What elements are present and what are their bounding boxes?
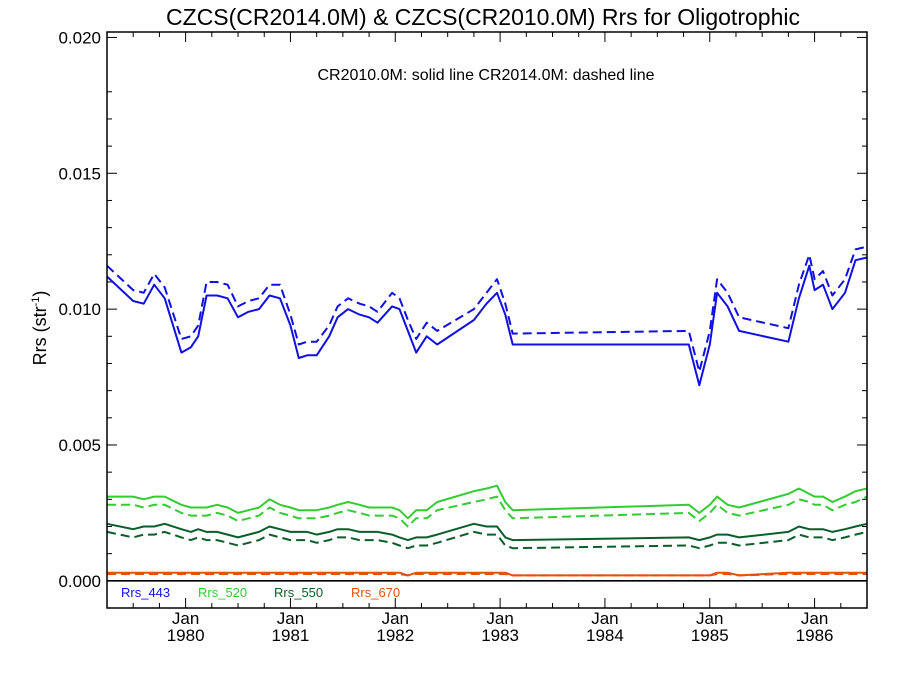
x-tick-label-year: 1986 (796, 626, 834, 645)
series-line-rrs-443-dashed (106, 245, 868, 373)
y-axis-label-sup: -1 (30, 297, 42, 307)
legend-entry-rrs-670: Rrs_670 (351, 585, 400, 600)
x-tick-label-year: 1982 (376, 626, 414, 645)
chart-title: CZCS(CR2014.0M) & CZCS(CR2010.0M) Rrs fo… (166, 4, 800, 30)
y-tick-label: 0.015 (58, 164, 101, 183)
y-axis-label-close: ) (30, 291, 50, 297)
series-line-rrs-550-dashed (106, 530, 868, 550)
y-tick-label: 0.010 (58, 300, 101, 319)
y-tick-label: 0.005 (58, 436, 101, 455)
x-tick-label-year: 1980 (167, 626, 205, 645)
x-tick-label-month: Jan (801, 609, 828, 628)
y-tick-label: 0.020 (58, 28, 101, 47)
x-tick-label-year: 1984 (586, 626, 624, 645)
axis-ticks: 0.0000.0050.0100.0150.020Jan1980Jan1981J… (58, 28, 867, 645)
line-style-note: CR2010.0M: solid line CR2014.0M: dashed … (317, 67, 654, 84)
data-lines (106, 245, 868, 577)
x-tick-label-month: Jan (382, 609, 409, 628)
series-line-rrs-670-solid (107, 571, 867, 577)
y-axis-label: Rrs (str-1) (30, 291, 50, 366)
x-tick-label-month: Jan (172, 609, 199, 628)
legend-entry-rrs-443: Rrs_443 (121, 585, 170, 600)
plot-frame (106, 31, 868, 609)
y-tick-label: 0.000 (58, 572, 101, 591)
series-line-rrs-550-solid (106, 522, 868, 542)
series-line-rrs-520-dashed (107, 495, 868, 528)
legend-entry-rrs-520: Rrs_520 (198, 585, 247, 600)
x-tick-label-year: 1985 (691, 626, 729, 645)
legend: Rrs_443 Rrs_520 Rrs_550 Rrs_670 (121, 585, 400, 600)
series-line-rrs-520-solid (107, 484, 868, 520)
x-tick-label-month: Jan (696, 609, 723, 628)
series-line-rrs-443-solid (106, 256, 868, 387)
x-tick-label-month: Jan (591, 609, 618, 628)
legend-entry-rrs-550: Rrs_550 (274, 585, 323, 600)
x-tick-label-month: Jan (277, 609, 304, 628)
x-tick-label-year: 1981 (272, 626, 310, 645)
x-tick-label-year: 1983 (481, 626, 519, 645)
y-axis-label-base: Rrs (str (30, 306, 50, 365)
series-line-rrs-670-dashed (107, 573, 867, 577)
x-tick-label-month: Jan (486, 609, 513, 628)
